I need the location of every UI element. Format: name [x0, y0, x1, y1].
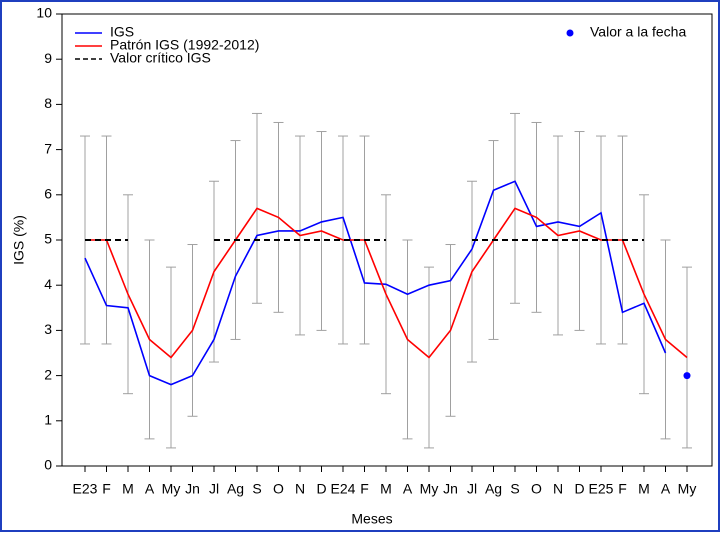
- x-tick-label: Jn: [443, 481, 458, 497]
- x-tick-label: Ag: [227, 481, 244, 497]
- x-tick-label: E23: [73, 481, 98, 497]
- y-tick-label: 10: [36, 5, 52, 21]
- y-tick-label: 0: [44, 457, 52, 473]
- y-tick-label: 6: [44, 186, 52, 202]
- x-tick-label: A: [661, 481, 671, 497]
- x-tick-label: O: [273, 481, 284, 497]
- x-tick-label: F: [102, 481, 111, 497]
- y-tick-label: 2: [44, 366, 52, 382]
- y-axis-label: IGS (%): [11, 215, 27, 265]
- x-tick-label: My: [420, 481, 439, 497]
- legend-label: Valor a la fecha: [590, 24, 686, 40]
- x-tick-label: S: [252, 481, 261, 497]
- x-tick-label: N: [553, 481, 563, 497]
- x-tick-label: M: [122, 481, 134, 497]
- legend-label: IGS: [110, 24, 134, 40]
- x-tick-label: D: [574, 481, 584, 497]
- x-tick-label: F: [360, 481, 369, 497]
- legend-label: Valor crítico IGS: [110, 50, 211, 66]
- x-tick-label: A: [145, 481, 155, 497]
- point: [683, 372, 691, 380]
- y-tick-label: 5: [44, 231, 52, 247]
- y-tick-label: 1: [44, 412, 52, 428]
- x-tick-label: A: [403, 481, 413, 497]
- x-tick-label: O: [531, 481, 542, 497]
- x-axis-label: Meses: [351, 511, 392, 527]
- x-tick-label: S: [510, 481, 519, 497]
- y-tick-label: 8: [44, 95, 52, 111]
- x-tick-label: M: [380, 481, 392, 497]
- series-line: [84, 180, 667, 386]
- legend-marker: [566, 29, 574, 37]
- x-tick-label: D: [316, 481, 326, 497]
- x-tick-label: M: [638, 481, 650, 497]
- x-tick-label: E25: [589, 481, 614, 497]
- x-tick-label: Jl: [209, 481, 219, 497]
- x-tick-label: N: [295, 481, 305, 497]
- y-tick-label: 3: [44, 321, 52, 337]
- legend-label: Patrón IGS (1992-2012): [110, 37, 259, 53]
- x-tick-label: My: [678, 481, 697, 497]
- x-tick-label: E24: [331, 481, 356, 497]
- y-tick-label: 9: [44, 50, 52, 66]
- x-tick-label: Jn: [185, 481, 200, 497]
- x-tick-label: Ag: [485, 481, 502, 497]
- y-tick-label: 4: [44, 276, 52, 292]
- x-tick-label: Jl: [467, 481, 477, 497]
- x-tick-label: My: [162, 481, 181, 497]
- series-line: [85, 207, 688, 359]
- x-tick-label: F: [618, 481, 627, 497]
- y-tick-label: 7: [44, 140, 52, 156]
